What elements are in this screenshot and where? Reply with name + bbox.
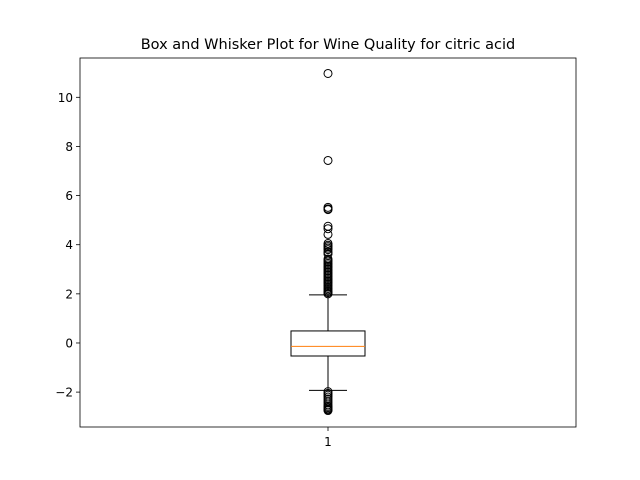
outlier-point [323, 229, 333, 239]
outlier-point [323, 245, 333, 255]
outlier-point [323, 205, 333, 215]
y-tick-label: 4 [65, 238, 73, 252]
x-tick-label: 1 [324, 435, 332, 449]
outlier-point [323, 224, 333, 234]
outlier-point [323, 406, 333, 416]
y-tick-label: 10 [58, 91, 73, 105]
outlier-point [323, 289, 333, 299]
outlier-point [323, 68, 333, 78]
y-tick-label: 8 [65, 140, 73, 154]
chart-title: Box and Whisker Plot for Wine Quality fo… [141, 37, 516, 53]
y-tick-label: 2 [65, 287, 73, 301]
plot-area: −2 0 2 4 6 8 10 1 [55, 57, 577, 449]
y-tick-label: 6 [65, 189, 73, 203]
axes-frame [79, 57, 577, 428]
outlier-point [323, 155, 333, 165]
y-tick-label: −2 [55, 386, 73, 400]
y-tick-label: 0 [65, 336, 73, 350]
iqr-box [290, 330, 366, 357]
